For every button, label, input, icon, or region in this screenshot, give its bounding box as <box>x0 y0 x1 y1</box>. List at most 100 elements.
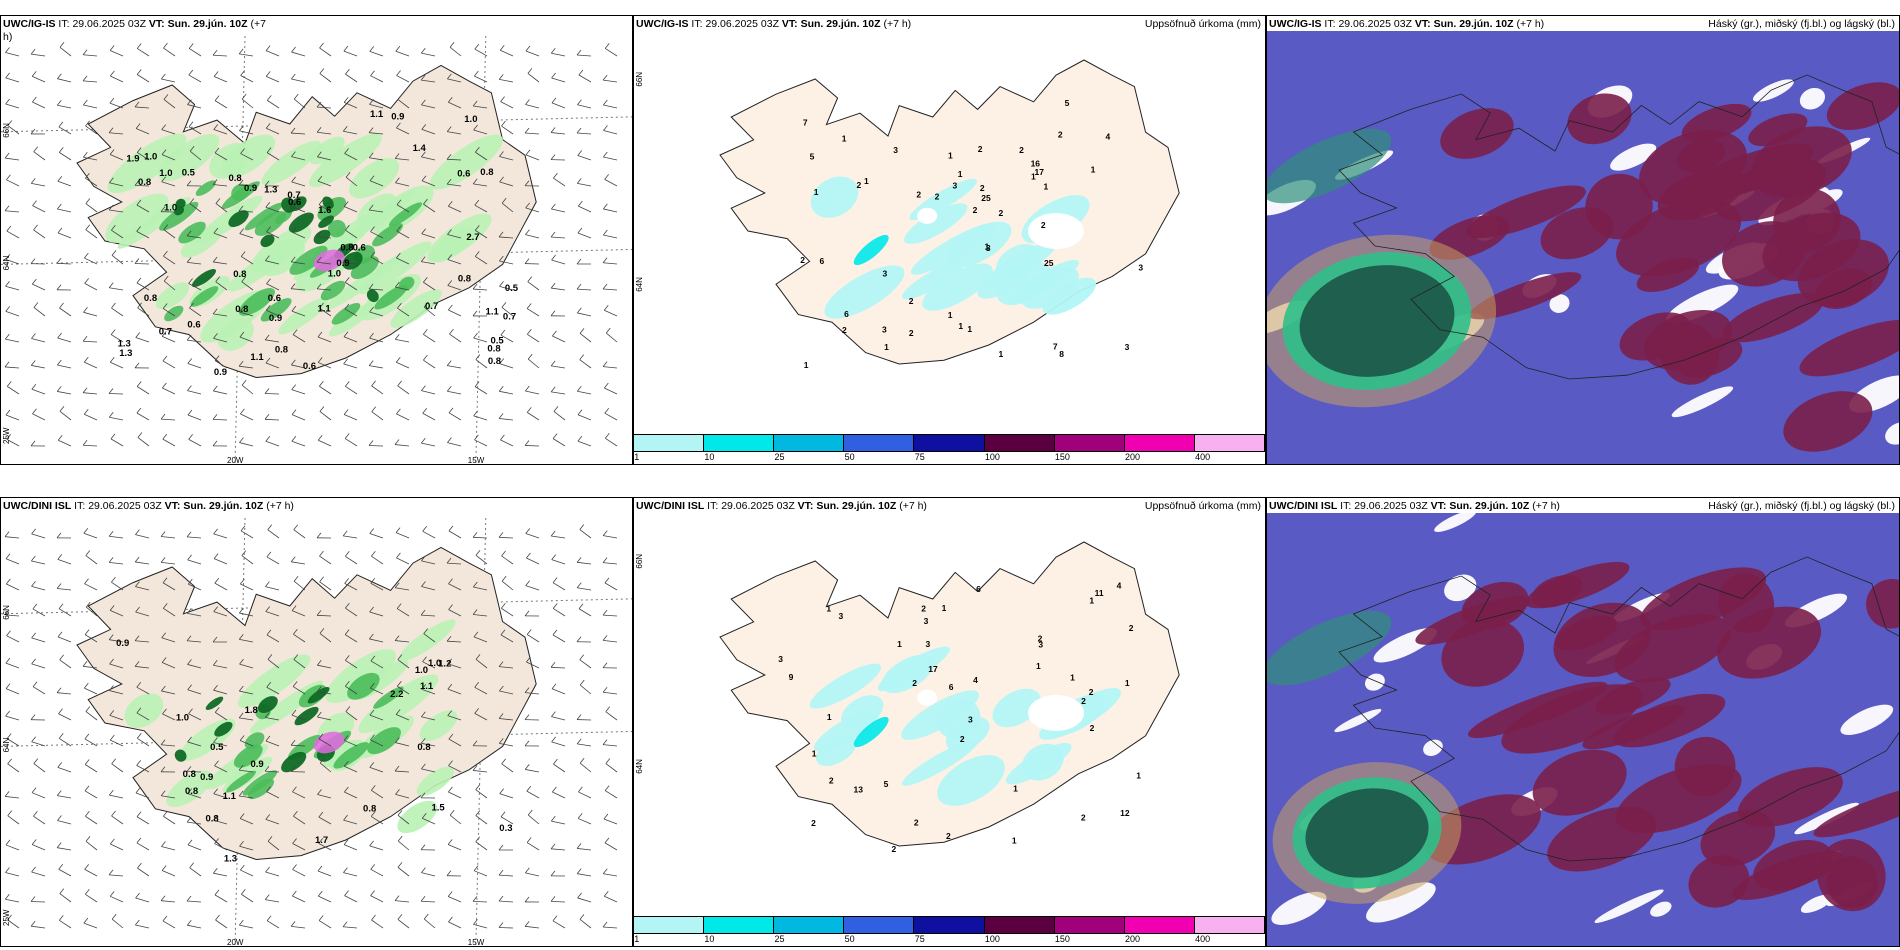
wind-barb <box>161 841 176 851</box>
precip-value-label: 1.5 <box>431 802 445 813</box>
wind-barb <box>56 258 72 265</box>
wind-barb <box>421 711 436 721</box>
vt-value: Sun. 29.jún. 10Z <box>800 18 881 30</box>
precip-value-label: 1.3 <box>119 348 132 359</box>
wind-barb <box>265 436 280 447</box>
wind-barb <box>552 629 566 643</box>
it-label: IT: <box>58 18 70 30</box>
wind-barb <box>576 178 592 187</box>
wind-barb <box>162 577 176 591</box>
precip-value-label: 0.7 <box>287 190 300 201</box>
precip-value-label: 2 <box>842 325 847 335</box>
wind-barb <box>136 199 150 213</box>
wind-barb <box>33 146 46 161</box>
panel-header: UWC/DINI ISL IT: 29.06.2025 03Z VT: Sun.… <box>636 500 1261 513</box>
wind-barb <box>31 333 46 343</box>
wind-barb <box>550 662 566 669</box>
precip-value-label: 1.1 <box>486 307 500 318</box>
wind-barb <box>109 891 124 903</box>
wind-barb <box>212 308 228 317</box>
wind-barb <box>162 382 176 395</box>
wind-barb <box>57 175 72 187</box>
top-winds-panel[interactable]: UWC/IG-IS IT: 29.06.2025 03Z VT: Sun. 29… <box>0 15 633 465</box>
wind-barb <box>265 866 280 877</box>
wind-barb <box>602 921 618 929</box>
wind-barb <box>4 333 20 343</box>
precip-mid-area <box>367 727 401 755</box>
wind-barb <box>526 785 540 799</box>
top-precip-panel[interactable]: UWC/IG-IS IT: 29.06.2025 03Z VT: Sun. 29… <box>633 15 1266 465</box>
wind-barb <box>343 201 358 213</box>
wind-barb <box>551 97 566 109</box>
wind-barb <box>239 306 254 317</box>
top-cloud-panel[interactable]: UWC/IG-IS IT: 29.06.2025 03Z VT: Sun. 29… <box>1266 15 1900 465</box>
wind-barb <box>576 557 592 565</box>
precip-value-label: 6 <box>976 584 981 594</box>
wind-barb <box>30 896 46 903</box>
model-name: UWC/IG-IS <box>3 18 56 30</box>
precip-value-label: 1 <box>984 241 989 251</box>
wind-barb <box>264 334 280 343</box>
wind-barb <box>58 708 72 721</box>
precip-value-label: 17 <box>928 664 938 674</box>
precip-light-area <box>371 185 434 234</box>
wind-barb <box>371 406 384 421</box>
wind-barb <box>108 869 124 877</box>
wind-barb <box>238 712 254 721</box>
bottom-winds-panel[interactable]: UWC/DINI ISL IT: 29.06.2025 03Z VT: Sun.… <box>0 497 633 947</box>
wind-barb <box>551 72 566 83</box>
wind-barb <box>396 408 410 421</box>
precip-value-label: 1.2 <box>438 659 451 670</box>
wind-barb <box>498 738 514 747</box>
wind-barb <box>214 95 228 109</box>
precip-value-label: 1 <box>1012 835 1017 845</box>
precip-mid-area <box>195 180 216 196</box>
lat-label-64: 64N <box>2 738 11 753</box>
wind-barb <box>604 577 618 591</box>
lat-label-64: 64N <box>2 256 11 271</box>
wind-barb <box>238 179 254 187</box>
wind-barb <box>267 836 280 851</box>
wind-barb <box>30 128 46 135</box>
legend-swatch <box>704 917 775 933</box>
bottom-cloud-panel[interactable]: UWC/DINI ISL IT: 29.06.2025 03Z VT: Sun.… <box>1266 497 1900 947</box>
wind-barb <box>265 71 280 83</box>
precip-value-label: 3 <box>1125 342 1130 352</box>
clear-sky-patch <box>1671 386 1734 418</box>
wind-barb <box>56 386 72 395</box>
precip-value-label: 3 <box>924 616 929 626</box>
wind-barb <box>342 125 358 135</box>
high-cloud-area <box>1440 108 1514 159</box>
precip-value-label: 3 <box>952 180 957 190</box>
wind-barb <box>447 280 462 291</box>
wind-barb <box>266 915 280 929</box>
wind-barb <box>552 603 566 617</box>
wind-barb <box>550 127 566 135</box>
wind-barb <box>550 282 566 291</box>
wind-barb <box>319 757 332 773</box>
precip-value-label: 0.8 <box>487 344 500 355</box>
wind-barb <box>238 607 254 617</box>
wind-barb <box>58 864 72 877</box>
bottom-precip-panel[interactable]: UWC/DINI ISL IT: 29.06.2025 03Z VT: Sun.… <box>633 497 1266 947</box>
vt-label: VT: <box>164 500 181 512</box>
wind-barb <box>524 687 540 695</box>
wind-barb <box>501 575 514 591</box>
wind-barb <box>343 814 358 825</box>
wind-barb <box>188 121 202 135</box>
wind-barb <box>472 178 488 187</box>
wind-barb <box>186 334 202 343</box>
precip-value-label: 4 <box>1106 132 1111 142</box>
precip-value-label: 0.6 <box>457 168 470 179</box>
precip-medium-area <box>853 234 889 266</box>
wind-barb <box>446 557 462 565</box>
wind-barb <box>265 606 280 617</box>
wind-barb <box>576 868 592 877</box>
precip-value-label: 1.8 <box>245 705 258 716</box>
wind-barb <box>187 659 202 669</box>
high-cloud-area <box>1415 596 1531 645</box>
wind-barb <box>4 361 20 369</box>
wind-barb <box>369 99 384 109</box>
wind-barb <box>214 889 228 903</box>
wind-barb <box>345 551 358 565</box>
